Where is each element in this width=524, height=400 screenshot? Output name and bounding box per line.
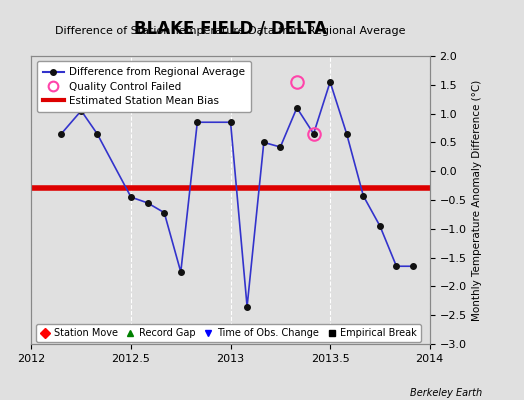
Text: Berkeley Earth: Berkeley Earth	[410, 388, 482, 398]
Title: BLAKE FIELD / DELTA: BLAKE FIELD / DELTA	[134, 20, 327, 38]
Y-axis label: Monthly Temperature Anomaly Difference (°C): Monthly Temperature Anomaly Difference (…	[472, 79, 482, 321]
Legend: Station Move, Record Gap, Time of Obs. Change, Empirical Break: Station Move, Record Gap, Time of Obs. C…	[36, 324, 421, 342]
Text: Difference of Station Temperature Data from Regional Average: Difference of Station Temperature Data f…	[56, 26, 406, 36]
